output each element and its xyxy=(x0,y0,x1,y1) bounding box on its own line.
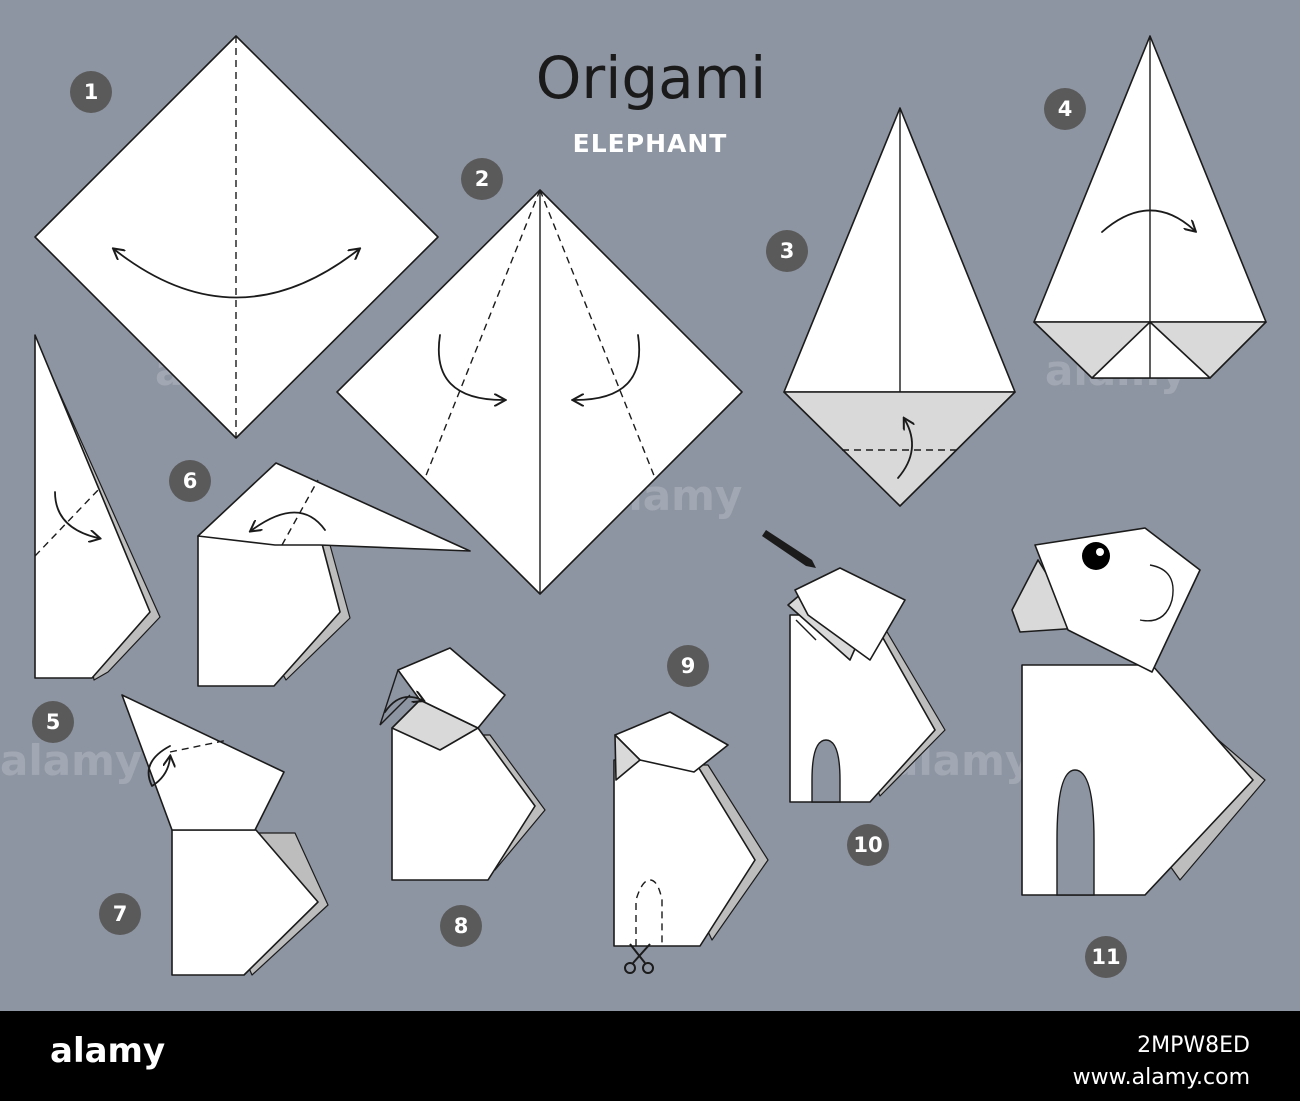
step-9-diagram xyxy=(613,711,769,947)
step-8-diagram xyxy=(379,647,546,881)
page-subtitle: ELEPHANT xyxy=(573,129,728,158)
step-badge-4: 4 xyxy=(1044,88,1086,130)
step-badge-7: 7 xyxy=(99,893,141,935)
step-badge-1: 1 xyxy=(70,71,112,113)
footer-logo: alamy xyxy=(50,1031,165,1071)
step-5-diagram xyxy=(34,334,161,681)
step-number: 3 xyxy=(780,239,795,263)
step-number: 2 xyxy=(475,167,490,191)
step-number: 7 xyxy=(113,902,128,926)
step-number: 9 xyxy=(681,654,696,678)
footer-url: www.alamy.com xyxy=(1073,1065,1250,1090)
step-3-diagram xyxy=(783,107,1016,507)
scissors-icon xyxy=(624,943,654,974)
step-number: 5 xyxy=(46,710,61,734)
pencil-icon xyxy=(762,530,816,568)
footer-image-id: 2MPW8ED xyxy=(1137,1033,1250,1058)
step-number: 11 xyxy=(1091,945,1120,969)
step-number: 6 xyxy=(183,469,198,493)
step-10-diagram xyxy=(787,567,946,803)
step-badge-3: 3 xyxy=(766,230,808,272)
step-number: 8 xyxy=(454,914,469,938)
page-title: Origami xyxy=(536,44,767,112)
footer-bar: alamy 2MPW8ED www.alamy.com xyxy=(0,1011,1300,1101)
step-badge-11: 11 xyxy=(1085,936,1127,978)
watermark-text: alamy xyxy=(0,736,142,785)
step-badge-5: 5 xyxy=(32,701,74,743)
step-11-diagram xyxy=(1011,527,1266,896)
step-number: 1 xyxy=(84,80,99,104)
step-7-diagram xyxy=(121,694,329,976)
step-number: 10 xyxy=(853,833,882,857)
step-badge-6: 6 xyxy=(169,460,211,502)
step-badge-10: 10 xyxy=(847,824,889,866)
step-1-diagram xyxy=(34,35,439,439)
step-6-diagram xyxy=(197,462,471,687)
step-2-diagram xyxy=(336,189,743,595)
step-badge-9: 9 xyxy=(667,645,709,687)
step-4-diagram xyxy=(1033,35,1267,379)
step-number: 4 xyxy=(1058,97,1073,121)
step-badge-2: 2 xyxy=(461,158,503,200)
step-badge-8: 8 xyxy=(440,905,482,947)
